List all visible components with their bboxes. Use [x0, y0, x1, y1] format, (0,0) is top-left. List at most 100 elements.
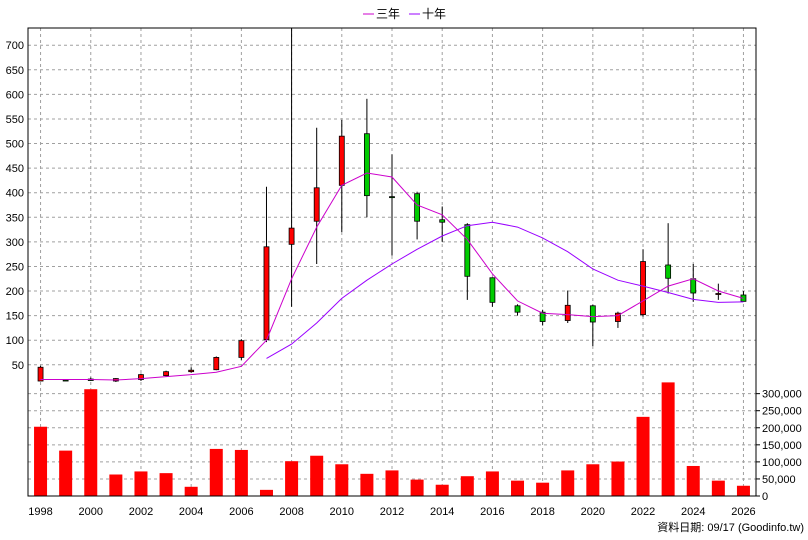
x-tick-label: 2006 [229, 506, 253, 518]
volume-bar [410, 479, 424, 496]
candle-body [288, 227, 295, 245]
candle-body [464, 224, 471, 277]
candle-body [715, 293, 722, 295]
price-tick-label: 200 [6, 286, 24, 298]
price-tick-label: 350 [6, 212, 24, 224]
candle-body [690, 278, 697, 294]
candle-body [564, 304, 571, 321]
price-tick-label: 450 [6, 163, 24, 175]
volume-bar [259, 489, 273, 496]
volume-bar [234, 449, 248, 496]
volume-bar [636, 416, 650, 496]
volume-bar [310, 455, 324, 496]
ma10-line [266, 221, 744, 359]
tick-labels: 1998 2000 2002 2004 2006 2008 2010 2012 2014 2016… [6, 40, 802, 518]
x-tick-label: 2012 [380, 506, 404, 518]
candle-body [62, 379, 69, 382]
candle-body [238, 340, 245, 358]
volume-bar [435, 484, 449, 496]
candle-body [163, 371, 169, 377]
volume-bar [711, 480, 725, 496]
volume-bar [586, 464, 600, 496]
x-tick-label: 2004 [179, 506, 203, 518]
candle-body [589, 305, 596, 323]
volume-bar [611, 461, 625, 496]
moving-averages [40, 172, 744, 381]
candle-body [640, 261, 646, 316]
volume-bar [34, 426, 48, 496]
volume-bar [561, 470, 575, 496]
x-tick-label: 2016 [480, 506, 504, 518]
volume-tick-label: 100,000 [762, 457, 802, 469]
volume-bar [335, 464, 349, 496]
volume-tick-label: 50,000 [762, 474, 796, 486]
price-tick-label: 400 [6, 188, 24, 200]
candle-body [439, 219, 446, 223]
x-tick-label: 2002 [129, 506, 153, 518]
volume-bar [59, 450, 73, 496]
x-tick-label: 2014 [430, 506, 454, 518]
candle-body [188, 369, 195, 373]
candle-body [514, 305, 521, 313]
data-source-footer: 資料日期: 09/17 (Goodinfo.tw) [657, 520, 804, 534]
volume-tick-label: 200,000 [762, 423, 802, 435]
x-tick-label: 2020 [581, 506, 605, 518]
plot-frame [27, 27, 757, 497]
volume-bar [511, 480, 525, 496]
volume-bar [385, 470, 399, 496]
x-tick-label: 2008 [279, 506, 303, 518]
volume-bar [460, 476, 474, 496]
volume-bar [209, 448, 223, 496]
candle-body [263, 246, 270, 341]
candle-body [665, 264, 672, 279]
price-tick-label: 600 [6, 89, 24, 101]
volume-bars [34, 382, 750, 496]
x-tick-label: 2010 [330, 506, 354, 518]
x-tick-label: 2026 [731, 506, 755, 518]
candle-body [414, 193, 421, 222]
legend-label-ma10: 十年 [422, 7, 446, 21]
x-tick-label: 2000 [79, 506, 103, 518]
price-tick-label: 250 [6, 261, 24, 273]
volume-bar [661, 382, 675, 496]
volume-tick-label: 150,000 [762, 440, 802, 452]
candlesticks [37, 28, 747, 382]
volume-bar [109, 474, 123, 496]
volume-bar [686, 465, 700, 496]
x-tick-label: 2018 [530, 506, 554, 518]
volume-bar [285, 461, 299, 496]
price-tick-label: 700 [6, 40, 24, 52]
price-tick-label: 100 [6, 335, 24, 347]
candle-body [313, 187, 320, 222]
candle-body [338, 135, 345, 186]
volume-tick-label: 250,000 [762, 406, 802, 418]
price-tick-label: 550 [6, 114, 24, 126]
legend: 三年 十年 [363, 7, 446, 21]
volume-bar [736, 485, 750, 496]
ma3-line [40, 172, 744, 381]
legend-label-ma3: 三年 [376, 7, 400, 21]
x-tick-label: 2022 [631, 506, 655, 518]
x-tick-label: 1998 [28, 506, 52, 518]
volume-bar [536, 482, 550, 496]
volume-bar [360, 473, 374, 496]
axes [27, 27, 757, 497]
volume-tick-label: 300,000 [762, 389, 802, 401]
candle-body [539, 311, 546, 322]
volume-bar [84, 389, 98, 496]
candle-body [138, 374, 144, 380]
volume-bar [159, 473, 173, 496]
price-tick-label: 650 [6, 65, 24, 77]
candle-body [489, 277, 496, 303]
volume-bar [485, 471, 499, 496]
candle-body [389, 196, 395, 199]
price-tick-label: 150 [6, 311, 24, 323]
grid [28, 28, 760, 497]
volume-bar [184, 486, 198, 496]
candle-body [213, 357, 220, 371]
x-tick-label: 2024 [681, 506, 705, 518]
volume-bar [134, 471, 148, 496]
price-tick-label: 300 [6, 237, 24, 249]
volume-tick-label: 0 [762, 491, 768, 503]
